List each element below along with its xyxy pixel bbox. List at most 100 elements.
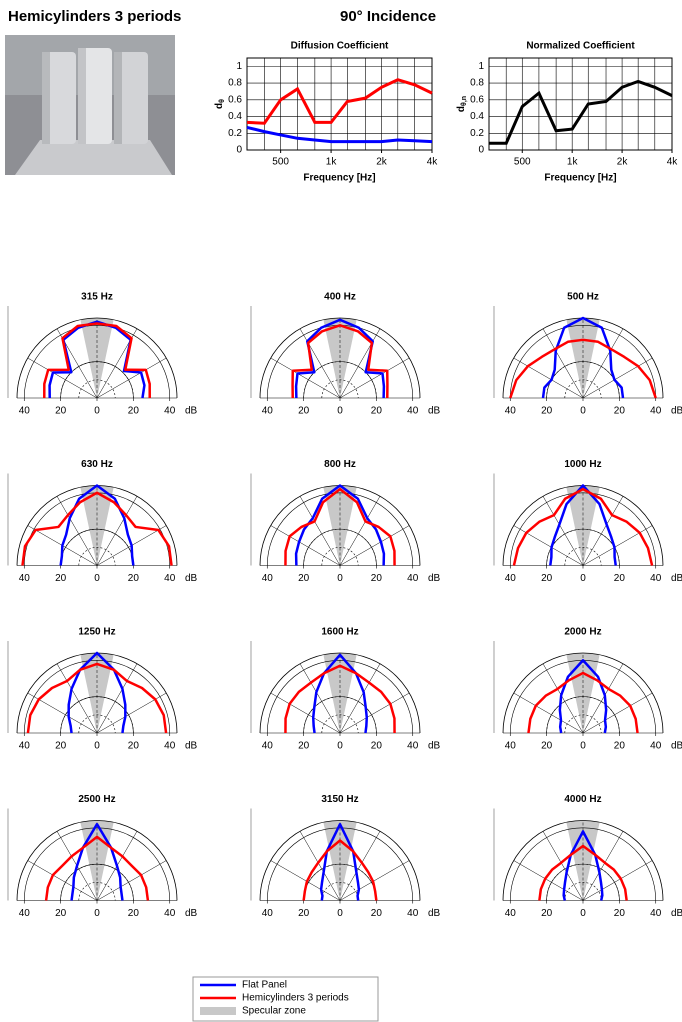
plot-frame <box>247 58 432 150</box>
r-tick-label: 0 <box>337 741 343 752</box>
r-tick-label: 20 <box>128 908 140 919</box>
r-tick-label: 40 <box>505 573 517 584</box>
r-unit: dB <box>185 573 198 584</box>
polar-spoke <box>583 358 652 398</box>
r-tick-label: 0 <box>580 573 586 584</box>
y-tick-label: 0 <box>478 145 484 156</box>
polar-title: 1250 Hz <box>78 627 115 638</box>
r-tick-label: 40 <box>262 908 274 919</box>
r-tick-label: 20 <box>614 406 626 417</box>
r-tick-label: 0 <box>337 908 343 919</box>
chart-title: Diffusion Coefficient <box>291 41 389 52</box>
polar-spoke <box>583 861 652 901</box>
r-tick-label: 20 <box>541 573 553 584</box>
r-unit: dB <box>671 406 682 417</box>
polar-spoke <box>514 358 583 398</box>
r-unit: dB <box>428 908 441 919</box>
y-tick-label: 1 <box>478 61 484 72</box>
r-tick-label: 40 <box>407 406 419 417</box>
polar-spoke <box>583 526 652 566</box>
r-tick-label: 20 <box>614 741 626 752</box>
r-tick-label: 40 <box>164 741 176 752</box>
x-tick-label: 2k <box>617 157 629 168</box>
x-tick-label: 500 <box>514 157 531 168</box>
y-tick-label: 0.8 <box>470 78 484 89</box>
r-tick-label: 0 <box>580 406 586 417</box>
r-tick-label: 40 <box>19 741 31 752</box>
r-tick-label: 40 <box>650 406 662 417</box>
polar-spoke <box>97 358 166 398</box>
polar-spoke <box>271 526 340 566</box>
polar-spoke <box>583 693 652 733</box>
polar-spoke <box>514 526 583 566</box>
r-tick-label: 0 <box>337 406 343 417</box>
legend-label: Specular zone <box>242 1006 306 1017</box>
y-tick-label: 0 <box>236 145 242 156</box>
r-unit: dB <box>671 573 682 584</box>
r-tick-label: 40 <box>505 908 517 919</box>
r-tick-label: 40 <box>262 573 274 584</box>
r-tick-label: 40 <box>19 406 31 417</box>
r-tick-label: 40 <box>19 573 31 584</box>
r-tick-label: 40 <box>262 741 274 752</box>
r-tick-label: 20 <box>541 741 553 752</box>
r-unit: dB <box>428 573 441 584</box>
polar-title: 4000 Hz <box>564 794 601 805</box>
r-tick-label: 20 <box>55 908 67 919</box>
r-tick-label: 20 <box>541 908 553 919</box>
y-tick-label: 0.8 <box>228 78 242 89</box>
r-tick-label: 40 <box>505 741 517 752</box>
r-unit: dB <box>671 741 682 752</box>
r-unit: dB <box>428 741 441 752</box>
r-tick-label: 40 <box>164 573 176 584</box>
polar-spoke <box>28 358 97 398</box>
y-axis-label-sub: θ,n <box>461 96 468 106</box>
y-tick-label: 0.2 <box>470 128 484 139</box>
series-line <box>247 127 432 141</box>
r-unit: dB <box>185 908 198 919</box>
r-tick-label: 40 <box>19 908 31 919</box>
r-tick-label: 20 <box>298 741 310 752</box>
r-tick-label: 40 <box>164 908 176 919</box>
r-unit: dB <box>428 406 441 417</box>
polar-spoke <box>514 693 583 733</box>
r-unit: dB <box>185 741 198 752</box>
y-tick-label: 1 <box>236 61 242 72</box>
x-tick-label: 4k <box>667 157 679 168</box>
legend-label: Hemicylinders 3 periods <box>242 993 349 1004</box>
page-title: Hemicylinders 3 periods <box>8 8 181 25</box>
polar-title: 800 Hz <box>324 459 356 470</box>
r-tick-label: 20 <box>614 908 626 919</box>
r-tick-label: 20 <box>371 741 383 752</box>
photo <box>5 35 175 175</box>
legend-label: Flat Panel <box>242 980 287 991</box>
y-tick-label: 0.4 <box>228 111 242 122</box>
legend-swatch <box>200 1007 236 1015</box>
r-tick-label: 20 <box>55 406 67 417</box>
r-tick-label: 0 <box>94 573 100 584</box>
polar-spoke <box>340 693 409 733</box>
r-tick-label: 40 <box>407 908 419 919</box>
series-line <box>489 81 672 143</box>
r-tick-label: 20 <box>371 406 383 417</box>
r-tick-label: 40 <box>164 406 176 417</box>
r-tick-label: 20 <box>128 573 140 584</box>
r-tick-label: 0 <box>580 741 586 752</box>
r-tick-label: 0 <box>94 406 100 417</box>
polar-title: 400 Hz <box>324 292 356 303</box>
y-axis-label-sub: θ <box>219 99 226 103</box>
polar-title: 2000 Hz <box>564 627 601 638</box>
r-unit: dB <box>671 908 682 919</box>
r-tick-label: 0 <box>337 573 343 584</box>
y-tick-label: 0.4 <box>470 111 484 122</box>
r-tick-label: 20 <box>614 573 626 584</box>
polar-title: 1600 Hz <box>321 627 358 638</box>
r-tick-label: 20 <box>371 908 383 919</box>
page-subtitle: 90° Incidence <box>340 8 436 25</box>
r-tick-label: 20 <box>541 406 553 417</box>
y-axis-label: dθ,n <box>456 96 468 112</box>
r-tick-label: 20 <box>128 406 140 417</box>
polar-title: 2500 Hz <box>78 794 115 805</box>
r-tick-label: 20 <box>298 908 310 919</box>
x-tick-label: 2k <box>376 157 388 168</box>
